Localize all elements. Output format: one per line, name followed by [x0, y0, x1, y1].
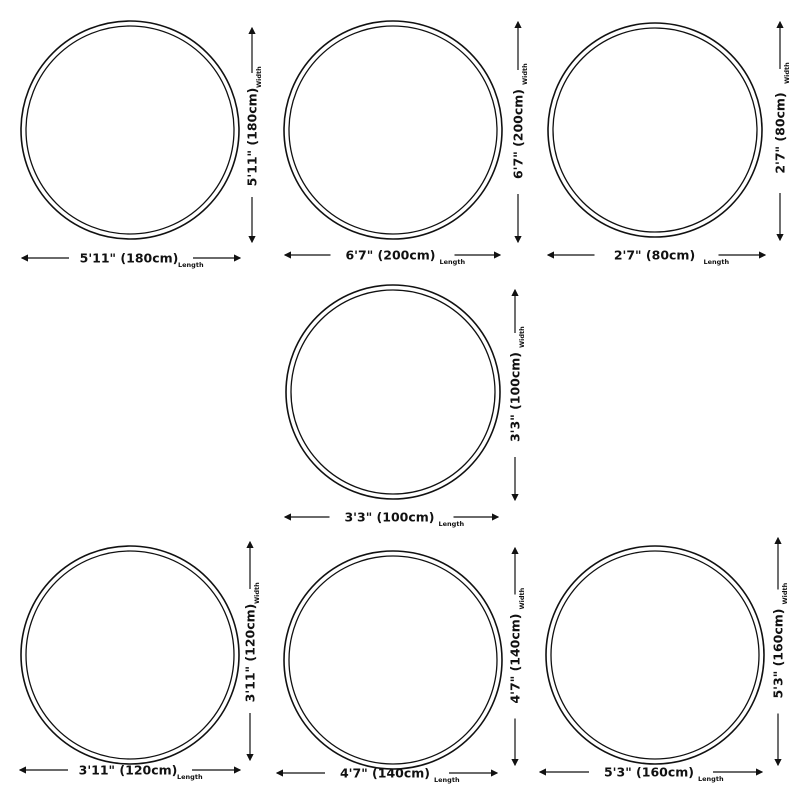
length-label: 5'3" (160cm) [604, 765, 694, 780]
length-suffix: Length [177, 773, 203, 781]
rug-inner-ring [550, 550, 760, 760]
length-label: 5'11" (180cm) [80, 251, 179, 266]
rug-outer-ring [545, 545, 765, 765]
rug-outer-ring [285, 284, 501, 500]
width-label: 5'11" (180cm) [245, 88, 260, 187]
length-label: 3'3" (100cm) [344, 510, 434, 525]
length-label: 2'7" (80cm) [614, 248, 695, 263]
width-suffix: Width [783, 62, 791, 84]
width-label: 4'7" (140cm) [508, 613, 523, 703]
width-label: 3'11" (120cm) [243, 604, 258, 703]
width-suffix: Width [518, 587, 526, 609]
length-suffix: Length [434, 776, 460, 784]
rug-inner-ring [288, 555, 498, 765]
rug-inner-ring [288, 25, 498, 235]
length-suffix: Length [698, 775, 724, 783]
rug-outer-ring [20, 20, 240, 240]
length-suffix: Length [704, 258, 730, 266]
rug-4: 3'3" (100cm) Length 3'3" (100cm) Width [283, 284, 526, 528]
rug-outer-ring [283, 20, 503, 240]
rug-outer-ring [20, 545, 240, 765]
rug-inner-ring [552, 27, 758, 233]
width-label: 3'3" (100cm) [508, 352, 523, 442]
width-suffix: Width [521, 63, 529, 85]
width-suffix: Width [255, 66, 263, 88]
width-suffix: Width [518, 326, 526, 348]
rug-6: 4'7" (140cm) Length 4'7" (140cm) Width [275, 546, 526, 784]
width-label: 6'7" (200cm) [511, 89, 526, 179]
length-label: 3'11" (120cm) [79, 763, 178, 778]
width-label: 5'3" (160cm) [771, 608, 786, 698]
length-label: 6'7" (200cm) [345, 248, 435, 263]
length-label: 4'7" (140cm) [340, 766, 430, 781]
width-suffix: Width [781, 582, 789, 604]
rug-7: 5'3" (160cm) Length 5'3" (160cm) Width [538, 536, 789, 783]
width-suffix: Width [253, 582, 261, 604]
length-suffix: Length [439, 520, 465, 528]
rug-3: 2'7" (80cm) Length 2'7" (80cm) Width [546, 20, 791, 266]
rug-inner-ring [25, 550, 235, 760]
rug-outer-ring [283, 550, 503, 770]
rug-2: 6'7" (200cm) Length 6'7" (200cm) Width [283, 20, 529, 266]
length-suffix: Length [178, 261, 204, 269]
rug-inner-ring [25, 25, 235, 235]
width-label: 2'7" (80cm) [773, 92, 788, 173]
length-suffix: Length [440, 258, 466, 266]
rug-inner-ring [290, 289, 496, 495]
rug-outer-ring [547, 22, 763, 238]
